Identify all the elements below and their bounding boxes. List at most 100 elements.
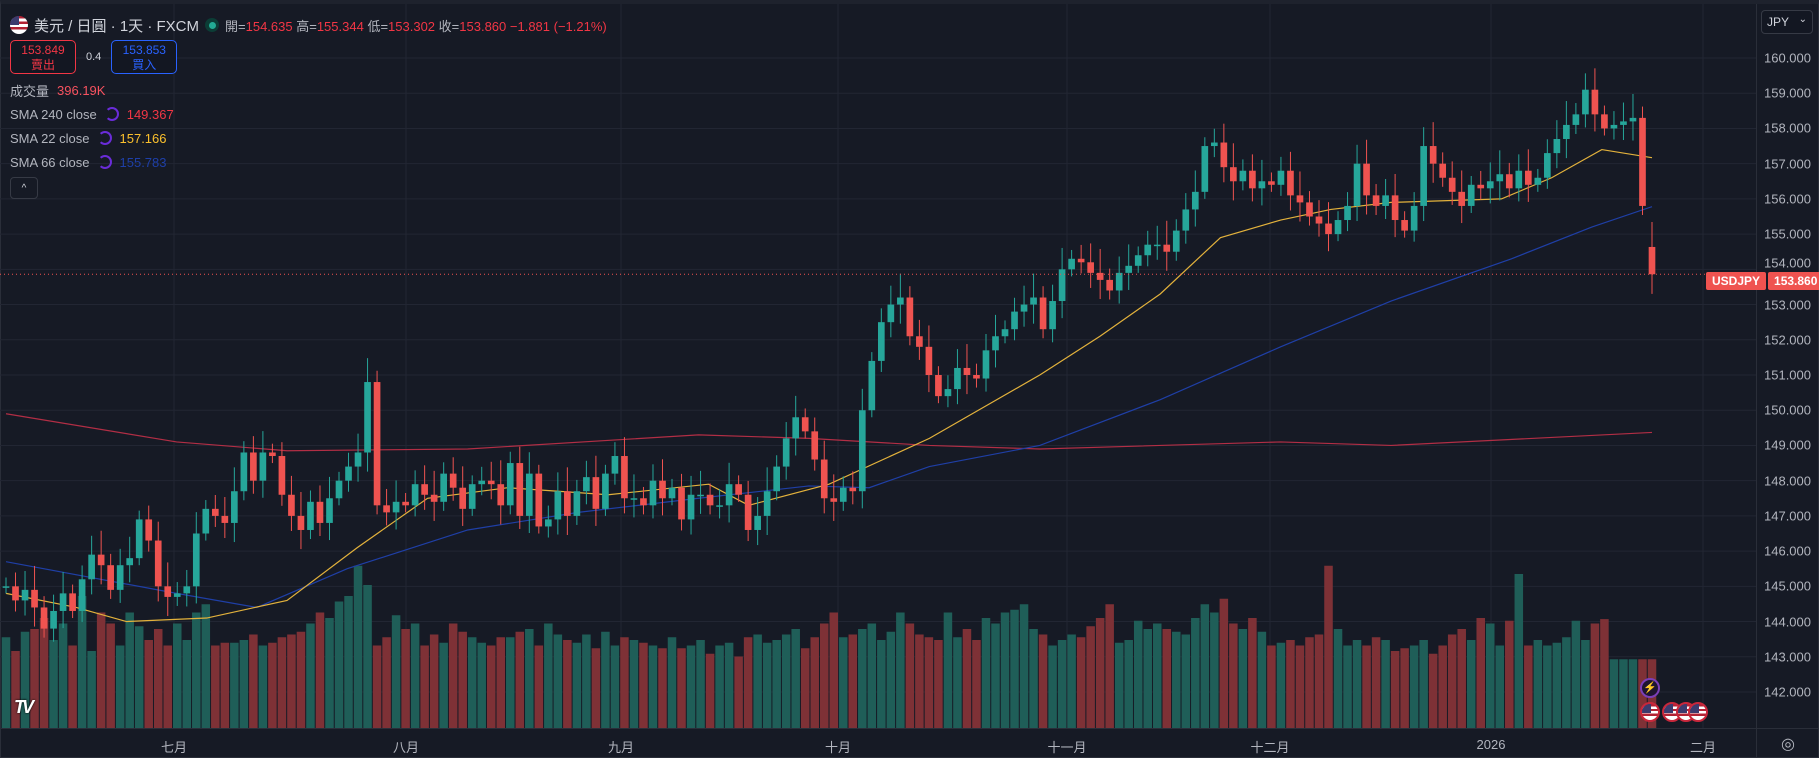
candle-body bbox=[240, 452, 248, 492]
sma-22-line bbox=[5, 148, 1653, 623]
candle-body bbox=[830, 498, 838, 502]
candle-body bbox=[573, 491, 581, 516]
price-tick-label: 153.000 bbox=[1764, 297, 1811, 313]
volume-bar bbox=[1333, 629, 1343, 728]
chart-plot-area[interactable] bbox=[0, 4, 1756, 728]
collapse-legend-button[interactable]: ^ bbox=[10, 177, 38, 199]
candle-body bbox=[858, 410, 866, 492]
candle-body bbox=[88, 554, 95, 580]
candle-body bbox=[506, 463, 514, 506]
candle-body bbox=[2, 586, 10, 588]
candle-body bbox=[944, 389, 952, 397]
price-tick-label: 144.000 bbox=[1764, 614, 1811, 630]
candle-body bbox=[649, 480, 657, 506]
indicator-sma-66[interactable]: SMA 66 close 155.783 bbox=[10, 150, 607, 174]
candle-body bbox=[297, 515, 305, 530]
candle-body bbox=[1049, 301, 1056, 330]
volume-bar bbox=[39, 618, 49, 728]
candle-body bbox=[1448, 177, 1456, 192]
us-flag-icon bbox=[10, 16, 28, 34]
us-economic-event-icon[interactable] bbox=[1688, 702, 1708, 722]
volume-bar bbox=[1124, 640, 1133, 728]
volume-bar bbox=[1400, 648, 1409, 728]
candle-body bbox=[1106, 279, 1114, 291]
lightning-event-icon[interactable]: ⚡ bbox=[1640, 678, 1660, 698]
currency-select[interactable]: JPY ⌄ bbox=[1761, 10, 1813, 34]
volume-bar bbox=[173, 623, 182, 728]
sell-button[interactable]: 153.849 賣出 bbox=[10, 40, 76, 74]
candle-body bbox=[611, 456, 619, 474]
volume-bar bbox=[1286, 640, 1295, 728]
volume-bar bbox=[1343, 645, 1352, 728]
volume-bar bbox=[486, 645, 496, 728]
volume-bar bbox=[1191, 618, 1200, 728]
candle-body bbox=[1496, 174, 1504, 182]
candle-body bbox=[1429, 146, 1437, 164]
candle-body bbox=[640, 498, 647, 506]
time-axis[interactable]: 七月 八月 九月 十月 十一月 十二月 2026 二月 bbox=[0, 728, 1756, 758]
candle-body bbox=[497, 484, 505, 506]
candle-body bbox=[1239, 170, 1247, 182]
sync-icon bbox=[97, 131, 112, 145]
price-tick-label: 148.000 bbox=[1764, 473, 1811, 489]
volume-bar bbox=[353, 565, 363, 728]
symbol-title[interactable]: 美元 / 日圓 · 1天 · FXCM bbox=[34, 17, 200, 35]
volume-bar bbox=[467, 637, 477, 728]
volume-bar bbox=[762, 642, 772, 728]
indicator-sma-22[interactable]: SMA 22 close 157.166 bbox=[10, 126, 607, 150]
volume-bar bbox=[477, 642, 486, 728]
volume-bar bbox=[382, 637, 391, 728]
volume-bar bbox=[620, 637, 629, 728]
volume-bar bbox=[1466, 640, 1476, 728]
candle-body bbox=[183, 586, 191, 594]
price-tick-label: 149.000 bbox=[1764, 437, 1811, 453]
candle-body bbox=[1277, 170, 1285, 185]
volume-bar bbox=[496, 637, 506, 728]
indicator-volume[interactable]: 成交量 396.19K bbox=[10, 78, 607, 102]
candle-body bbox=[468, 484, 476, 509]
candle-body bbox=[1039, 297, 1047, 330]
volume-bar bbox=[268, 642, 277, 728]
volume-bar bbox=[753, 634, 762, 728]
volume-bar bbox=[1438, 645, 1447, 728]
volume-bar bbox=[220, 642, 230, 728]
volume-bar bbox=[1152, 623, 1162, 728]
volume-bar bbox=[1038, 634, 1048, 728]
indicator-sma-240[interactable]: SMA 240 close 149.367 bbox=[10, 102, 607, 126]
volume-bar bbox=[1590, 623, 1600, 728]
volume-bar bbox=[49, 640, 58, 728]
sell-label: 賣出 bbox=[30, 58, 55, 72]
indicator-value: 149.367 bbox=[126, 106, 174, 122]
candle-body bbox=[316, 501, 324, 523]
ohlc-values: 開=154.635 高=155.344 低=153.302 收=153.860 … bbox=[225, 16, 607, 35]
candle-body bbox=[906, 297, 914, 337]
candle-body bbox=[421, 484, 428, 495]
time-tick-label: 2026 bbox=[1476, 737, 1506, 752]
candlestick-chart[interactable] bbox=[0, 4, 1756, 728]
tradingview-logo[interactable]: TV bbox=[14, 697, 34, 717]
volume-bar bbox=[905, 623, 915, 728]
candle-body bbox=[1458, 191, 1466, 206]
candle-body bbox=[535, 473, 543, 527]
price-tick-label: 157.000 bbox=[1764, 156, 1811, 172]
market-open-status-icon bbox=[205, 18, 220, 32]
volume-bar bbox=[1409, 645, 1419, 728]
candle-body bbox=[440, 473, 447, 502]
candle-body bbox=[1648, 246, 1656, 275]
candle-body bbox=[269, 452, 276, 457]
buy-button[interactable]: 153.853 買入 bbox=[111, 40, 178, 74]
currency-label: JPY bbox=[1767, 15, 1790, 29]
candle-body bbox=[221, 515, 229, 523]
us-economic-event-icon[interactable] bbox=[1640, 702, 1660, 722]
candle-body bbox=[792, 417, 800, 439]
chart-settings-button[interactable]: ◎ bbox=[1756, 728, 1819, 758]
time-tick-label: 七月 bbox=[160, 740, 188, 755]
volume-bar bbox=[705, 653, 715, 728]
candle-body bbox=[1001, 329, 1009, 337]
volume-bar bbox=[258, 645, 268, 728]
candle-body bbox=[1115, 272, 1123, 291]
price-tick-label: 142.000 bbox=[1764, 684, 1811, 700]
time-tick-label: 十月 bbox=[824, 740, 852, 755]
price-axis[interactable]: 160.000 159.000 158.000 157.000 156.000 155.0… bbox=[1756, 4, 1819, 728]
volume-bar bbox=[848, 634, 858, 728]
